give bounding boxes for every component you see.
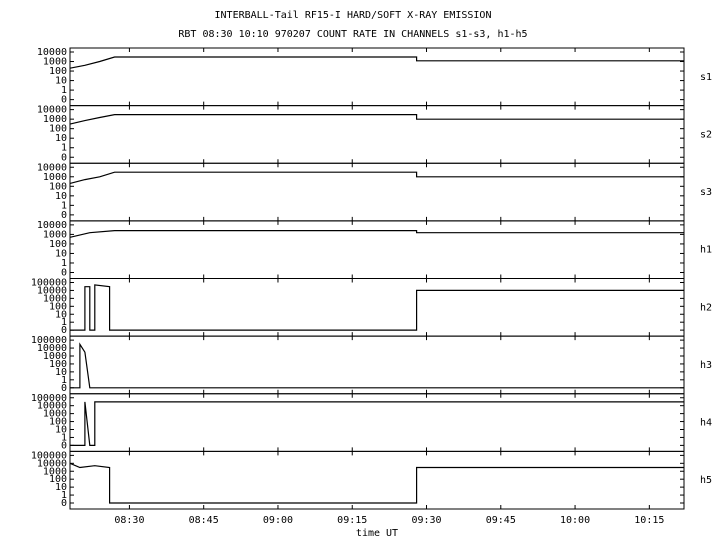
y-tick-label: 100 bbox=[49, 417, 67, 428]
y-tick-label: 10 bbox=[55, 133, 67, 144]
y-tick-label: 1000 bbox=[43, 57, 67, 68]
data-line bbox=[70, 284, 684, 331]
y-tick-label: 10 bbox=[55, 248, 67, 259]
y-tick-label: 100 bbox=[49, 359, 67, 370]
y-tick-label: 0 bbox=[61, 210, 67, 221]
y-tick-label: 0 bbox=[61, 383, 67, 394]
panel-frame bbox=[69, 278, 685, 337]
y-tick-label: 1 bbox=[61, 317, 67, 328]
y-tick-label: 0 bbox=[61, 440, 67, 451]
y-tick-label: 100 bbox=[49, 66, 67, 77]
chart-title: INTERBALL-Tail RF15-I HARD/SOFT X-RAY EM… bbox=[215, 10, 492, 21]
data-line bbox=[69, 230, 684, 238]
y-tick-label: 10000 bbox=[37, 401, 67, 412]
y-tick-label: 100000 bbox=[31, 335, 67, 346]
x-tick-label: 08:30 bbox=[114, 515, 144, 526]
chart-subtitle: RBT 08:30 10:10 970207 COUNT RATE IN CHA… bbox=[178, 29, 527, 40]
y-tick-label: 0 bbox=[61, 268, 67, 279]
data-line bbox=[69, 171, 684, 184]
y-tick-label: 1 bbox=[61, 258, 67, 269]
x-tick-label: 09:00 bbox=[263, 515, 293, 526]
data-line bbox=[69, 114, 684, 125]
panel-label: h1 bbox=[700, 245, 712, 256]
y-tick-label: 1 bbox=[61, 432, 67, 443]
y-tick-label: 100 bbox=[49, 181, 67, 192]
y-tick-label: 1 bbox=[61, 143, 67, 154]
y-tick-label: 1000 bbox=[43, 293, 67, 304]
y-tick-label: 1 bbox=[61, 85, 67, 96]
y-tick-label: 0 bbox=[61, 325, 67, 336]
y-tick-label: 10 bbox=[55, 309, 67, 320]
y-tick-label: 1000 bbox=[43, 114, 67, 125]
x-tick-label: 09:45 bbox=[486, 515, 516, 526]
y-tick-label: 1000 bbox=[43, 466, 67, 477]
y-tick-label: 0 bbox=[61, 498, 67, 509]
y-tick-label: 100 bbox=[49, 239, 67, 250]
y-tick-label: 10000 bbox=[37, 162, 67, 173]
y-tick-label: 1000 bbox=[43, 172, 67, 183]
panel-label: h3 bbox=[700, 360, 712, 371]
panel-label: h4 bbox=[700, 418, 712, 429]
y-tick-label: 100000 bbox=[31, 450, 67, 461]
y-tick-label: 1000 bbox=[43, 229, 67, 240]
y-tick-label: 1 bbox=[61, 375, 67, 386]
y-tick-label: 100000 bbox=[31, 278, 67, 289]
y-tick-label: 0 bbox=[61, 95, 67, 106]
y-tick-label: 100000 bbox=[31, 393, 67, 404]
panel-frame bbox=[69, 335, 685, 395]
y-tick-label: 100 bbox=[49, 124, 67, 135]
x-tick-label: 10:15 bbox=[634, 515, 664, 526]
y-tick-label: 1 bbox=[61, 490, 67, 501]
x-tick-label: 10:00 bbox=[560, 515, 590, 526]
y-tick-label: 10000 bbox=[37, 343, 67, 354]
y-tick-label: 100 bbox=[49, 301, 67, 312]
x-tick-label: 08:45 bbox=[189, 515, 219, 526]
panel-label: s1 bbox=[700, 72, 712, 83]
y-tick-label: 10000 bbox=[37, 458, 67, 469]
y-tick-label: 1000 bbox=[43, 409, 67, 420]
y-tick-label: 10 bbox=[55, 367, 67, 378]
panel-label: h2 bbox=[700, 302, 712, 313]
panel-frame bbox=[69, 220, 685, 279]
x-tick-label: 09:15 bbox=[337, 515, 367, 526]
x-tick-label: 09:30 bbox=[411, 515, 441, 526]
y-tick-label: 10 bbox=[55, 425, 67, 436]
data-line bbox=[69, 462, 684, 504]
panel-label: s3 bbox=[700, 187, 712, 198]
y-tick-label: 1 bbox=[61, 200, 67, 211]
panel-label: h5 bbox=[700, 475, 712, 486]
y-tick-label: 10 bbox=[55, 191, 67, 202]
y-tick-label: 1000 bbox=[43, 351, 67, 362]
data-line bbox=[70, 342, 684, 389]
y-tick-label: 0 bbox=[61, 152, 67, 163]
y-tick-label: 10 bbox=[55, 482, 67, 493]
data-line bbox=[70, 401, 684, 446]
panel-label: s2 bbox=[700, 129, 712, 140]
x-axis-label: time UT bbox=[356, 528, 398, 539]
y-tick-label: 10 bbox=[55, 76, 67, 87]
y-tick-label: 10000 bbox=[37, 47, 67, 58]
data-line bbox=[69, 56, 684, 69]
panel-frame bbox=[69, 450, 685, 510]
y-tick-label: 10000 bbox=[37, 105, 67, 116]
y-tick-label: 100 bbox=[49, 474, 67, 485]
y-tick-label: 10000 bbox=[37, 285, 67, 296]
y-tick-label: 10000 bbox=[37, 220, 67, 231]
